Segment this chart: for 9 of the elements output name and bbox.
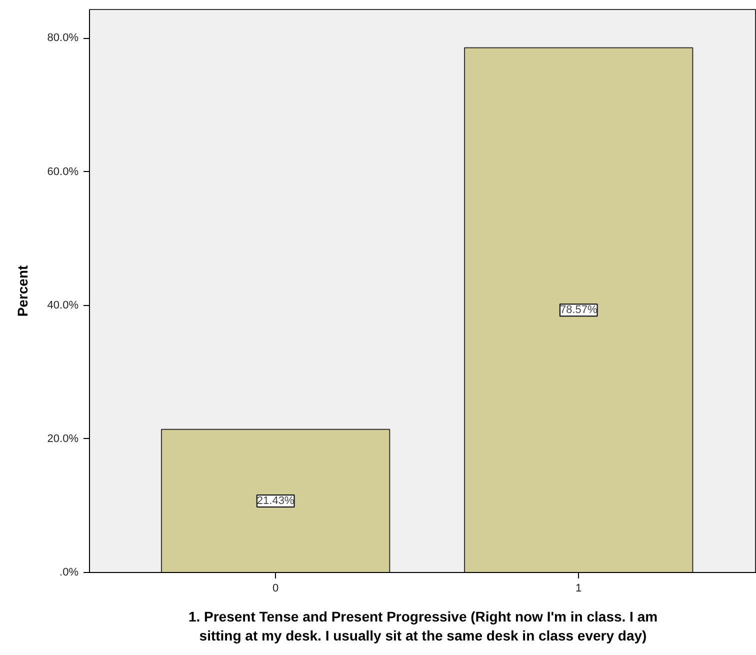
y-tick-label: 20.0%: [47, 432, 79, 445]
x-tick-label: 0: [272, 582, 279, 594]
y-tick-label: 40.0%: [47, 299, 79, 312]
y-tick-label: 60.0%: [47, 166, 79, 178]
y-axis-title: Percent: [14, 264, 30, 317]
y-tick-label: .0%: [60, 566, 79, 578]
x-tick-label: 1: [576, 582, 582, 594]
x-axis-title: 1. Present Tense and Present Progressive (Right now I'm in class. I am sitting at my desk. I usually sit at the same desk in class every day): [188, 608, 658, 644]
y-tick-label: 80.0%: [47, 32, 79, 44]
